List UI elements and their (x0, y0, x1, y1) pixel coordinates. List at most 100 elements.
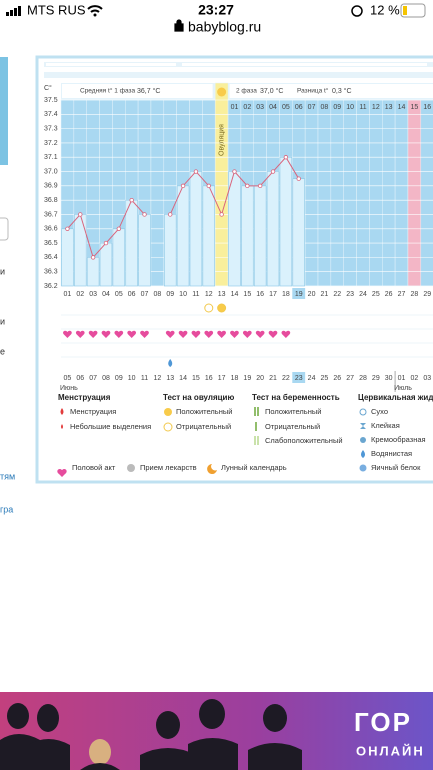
temperature-bar (125, 199, 138, 287)
x-tick-label: 24 (359, 291, 367, 298)
phase2-day: 12 (372, 104, 380, 111)
battery (400, 3, 426, 18)
intercourse-heart (114, 330, 124, 338)
legend-icon (359, 464, 367, 472)
temperature-bar (86, 257, 100, 287)
sidebar-text: е (0, 346, 5, 356)
signal (6, 6, 21, 16)
legend-icon (164, 408, 172, 416)
date-label: 02 (410, 375, 418, 382)
temperature-point (142, 212, 147, 217)
temperature-point (232, 169, 237, 174)
temperature-bar (138, 214, 151, 287)
scroll-thumb[interactable] (46, 63, 176, 66)
y-tick-label: 36.7 (44, 211, 58, 218)
date-label: 06 (76, 375, 84, 382)
temperature-point (270, 169, 276, 174)
temperature-point (116, 226, 122, 231)
x-tick-label: 08 (153, 291, 161, 298)
y-tick-label: 37.2 (44, 140, 58, 147)
legend: Менструация Менструация Небольшие выделе… (57, 393, 433, 477)
x-tick-label: 02 (76, 291, 84, 298)
y-tick-label: 37.4 (44, 111, 58, 118)
ovulation-label: Овуляция (218, 124, 225, 156)
date-label: 15 (192, 375, 200, 382)
wifi (87, 5, 103, 13)
y-tick-label: 36.4 (44, 254, 58, 261)
y-tick-label: 36.2 (44, 283, 58, 290)
phase2-day: 09 (333, 104, 341, 111)
banner-subtitle: ОНЛАЙН (356, 743, 425, 758)
current-day-box (292, 288, 306, 299)
date-label: 01 (398, 375, 406, 382)
date-label: 22 (282, 375, 290, 382)
legend-item: Клейкая (371, 421, 400, 430)
legend-item: Небольшие выделения (70, 422, 151, 431)
phase2-day: 16 (423, 104, 431, 111)
date-label: 28 (359, 375, 367, 382)
url[interactable]: babyblog.ru (188, 19, 261, 35)
phase2-day: 15 (410, 104, 418, 111)
sidebar-link[interactable]: тям (0, 471, 15, 481)
x-tick-label: 10 (179, 291, 187, 298)
legend-title: Тест на беременность (252, 393, 340, 402)
x-tick-label: 11 (192, 291, 199, 298)
sidebar-link[interactable]: гра (0, 504, 13, 514)
temperature-bar (228, 171, 241, 287)
sidebar-input[interactable] (0, 217, 9, 241)
temperature-point (296, 176, 301, 181)
x-tick-label: 13 (218, 291, 226, 298)
temperature-point (257, 183, 263, 189)
temperature-point (78, 212, 83, 217)
lock-icon (174, 19, 184, 32)
phase2-day: 06 (295, 104, 303, 111)
day-column (317, 99, 332, 287)
phase2-day: 04 (269, 104, 277, 111)
x-tick-label: 17 (269, 291, 277, 298)
day-column (356, 99, 370, 287)
cervical-drop (168, 359, 173, 367)
sidebar-text: и (0, 316, 5, 326)
day-column (304, 99, 319, 287)
phase2-day: 05 (282, 104, 290, 111)
month-label: Июнь (60, 385, 78, 392)
temperature-bar (241, 185, 254, 287)
legend-item: Водянистая (371, 449, 412, 458)
legend-item: Кремообразная (371, 435, 426, 444)
intercourse-heart (255, 330, 265, 338)
x-tick-label: 01 (64, 291, 72, 298)
day-column (420, 99, 433, 287)
legend-item: Половой акт (72, 463, 116, 472)
temperature-bar (292, 178, 305, 287)
phase2-day: 11 (359, 104, 366, 111)
legend-icon (207, 464, 217, 474)
legend-item: Положительный (176, 407, 232, 416)
temperature-bar (279, 156, 293, 287)
legend-item: Менструация (70, 407, 116, 416)
intercourse-heart (191, 330, 201, 338)
x-tick-label: 18 (282, 291, 290, 298)
month-label: Июль (394, 385, 412, 392)
temperature-bar (164, 214, 177, 287)
y-tick-label: 36.3 (44, 269, 58, 276)
day-column (150, 99, 165, 287)
y-tick-label: 37.5 (44, 97, 58, 104)
legend-item: Прием лекарств (140, 463, 197, 472)
temperature-bar (253, 185, 267, 287)
temperature-point (90, 255, 96, 260)
date-label: 27 (346, 375, 354, 382)
scrollbar[interactable] (44, 72, 433, 78)
scroll-thumb[interactable] (182, 63, 427, 66)
y-tick-label: 36.8 (44, 197, 58, 204)
x-tick-label: 04 (102, 291, 110, 298)
date-label: 10 (128, 375, 136, 382)
date-label: 14 (179, 375, 187, 382)
legend-item: Отрицательный (176, 422, 231, 431)
y-tick-label: 36.9 (44, 183, 58, 190)
legend-item: Сухо (371, 407, 388, 416)
x-tick-label: 16 (256, 291, 264, 298)
date-label: 12 (153, 375, 161, 382)
day-column (330, 99, 344, 287)
date-label: 18 (231, 375, 239, 382)
